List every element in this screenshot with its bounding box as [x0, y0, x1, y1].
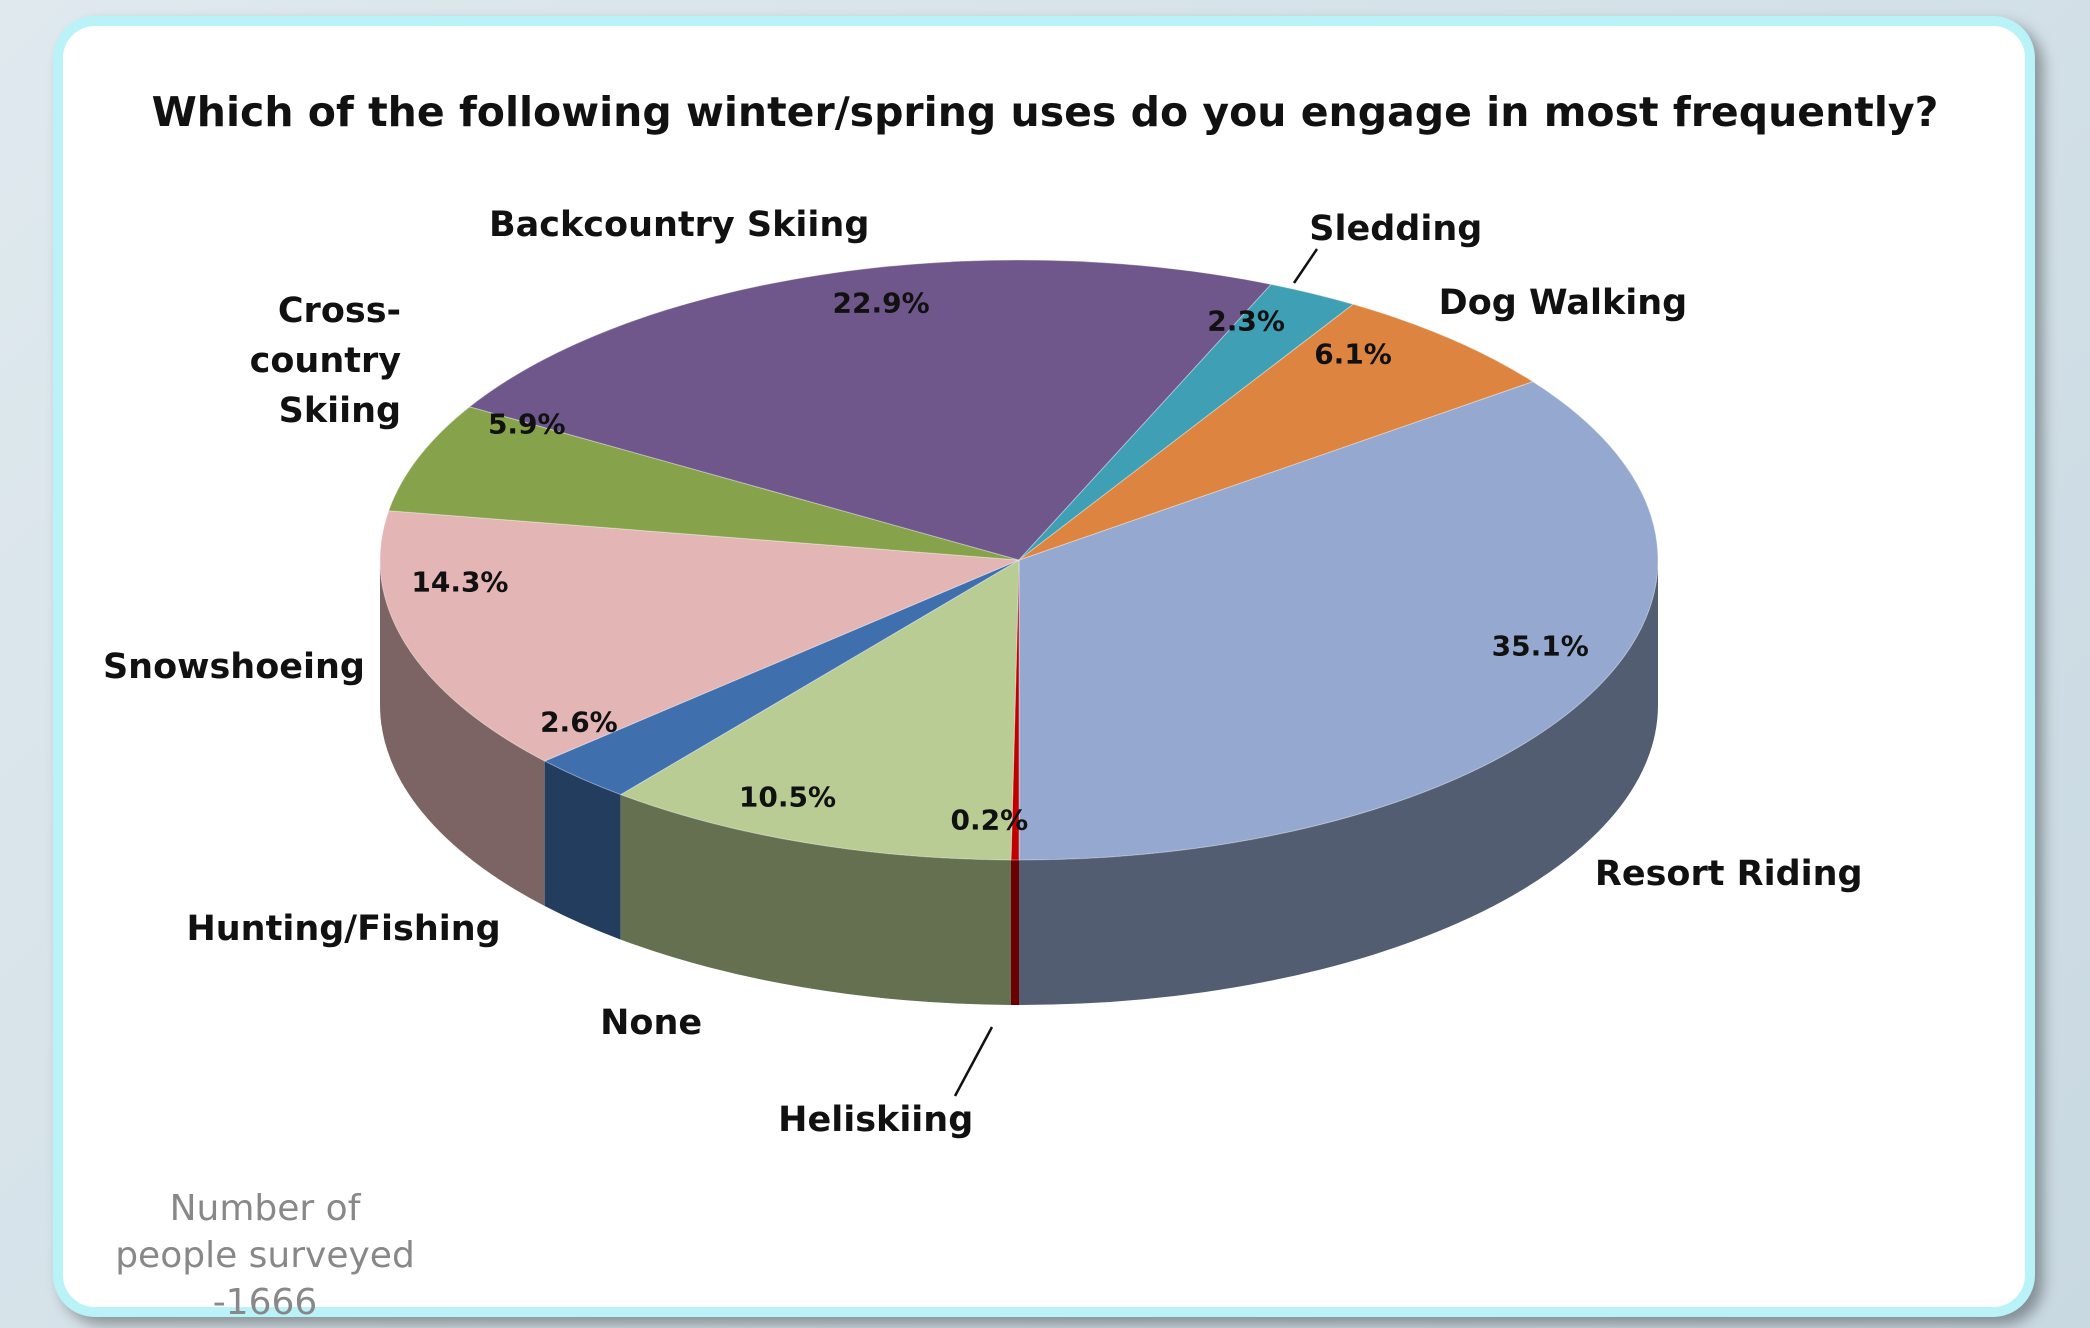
category-label: Hunting/Fishing [186, 909, 501, 950]
pie-slice [619, 559, 1020, 861]
value-label: 0.2% [950, 803, 1029, 837]
category-label: Dog Walking [1438, 283, 1688, 324]
category-label: Snowshoeing [102, 647, 365, 688]
pie-slice [543, 559, 1020, 796]
pie-slice [387, 406, 1020, 561]
category-label: Cross-country Skiing [249, 290, 402, 431]
pie-slice [1018, 381, 1659, 861]
value-label: 22.9% [832, 286, 930, 320]
value-label: 6.1% [1314, 337, 1392, 371]
category-label: None [600, 1002, 703, 1043]
value-label: 5.9% [487, 407, 566, 441]
chart-title: Which of the following winter/spring use… [151, 88, 1939, 136]
category-label: Resort Riding [1594, 854, 1863, 895]
pie-slice [379, 510, 1020, 762]
value-label: 2.6% [540, 705, 618, 739]
pie-slice [1010, 559, 1020, 861]
value-label: 35.1% [1491, 629, 1589, 663]
category-label: Sledding [1309, 208, 1483, 249]
note: Number of people surveyed -1666 [115, 1188, 415, 1323]
leader-line [953, 1026, 994, 1097]
pie-wall [620, 794, 1011, 1005]
pie-slice [468, 259, 1273, 561]
category-label: Backcountry Skiing [488, 204, 870, 245]
pie-wall [380, 560, 545, 907]
value-label: 10.5% [738, 780, 837, 814]
leader-line [1292, 248, 1319, 284]
pie-slice [1018, 303, 1534, 561]
pie-wall [1019, 560, 1658, 1005]
value-label: 14.3% [411, 565, 509, 599]
pie-slice [1018, 283, 1355, 561]
pie-wall [1010, 859, 1019, 1005]
pie-wall [544, 761, 621, 940]
category-label: Heliskiing [778, 1100, 974, 1141]
value-label: 2.3% [1207, 304, 1285, 338]
